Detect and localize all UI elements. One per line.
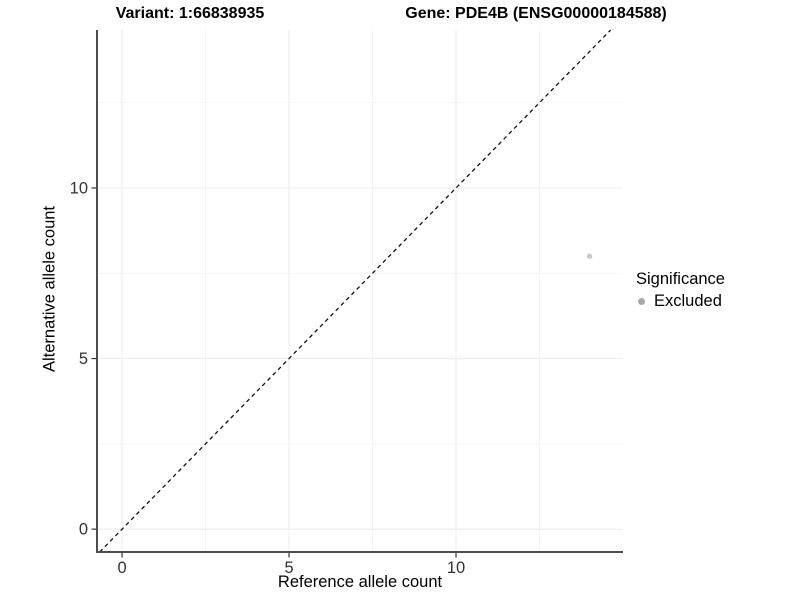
y-tick-label: 0 [79, 521, 88, 539]
legend-item-excluded: Excluded [636, 292, 725, 311]
y-tick-label: 10 [70, 179, 88, 197]
legend: Significance Excluded [636, 270, 725, 311]
legend-point-icon [638, 298, 645, 305]
y-axis-label: Alternative allele count [40, 205, 59, 373]
legend-title: Significance [636, 270, 725, 288]
y-tick-label: 5 [79, 350, 88, 368]
plot-title-gene: Gene: PDE4B (ENSG00000184588) [405, 5, 667, 22]
x-tick-label: 5 [284, 559, 293, 577]
legend-item-label: Excluded [654, 292, 722, 310]
plot-title-variant: Variant: 1:66838935 [115, 5, 265, 22]
identity-line [99, 29, 612, 553]
data-point [586, 253, 593, 259]
x-tick-label: 0 [117, 559, 126, 577]
x-axis-label: Reference allele count [277, 573, 443, 591]
x-tick-label: 10 [447, 559, 465, 577]
